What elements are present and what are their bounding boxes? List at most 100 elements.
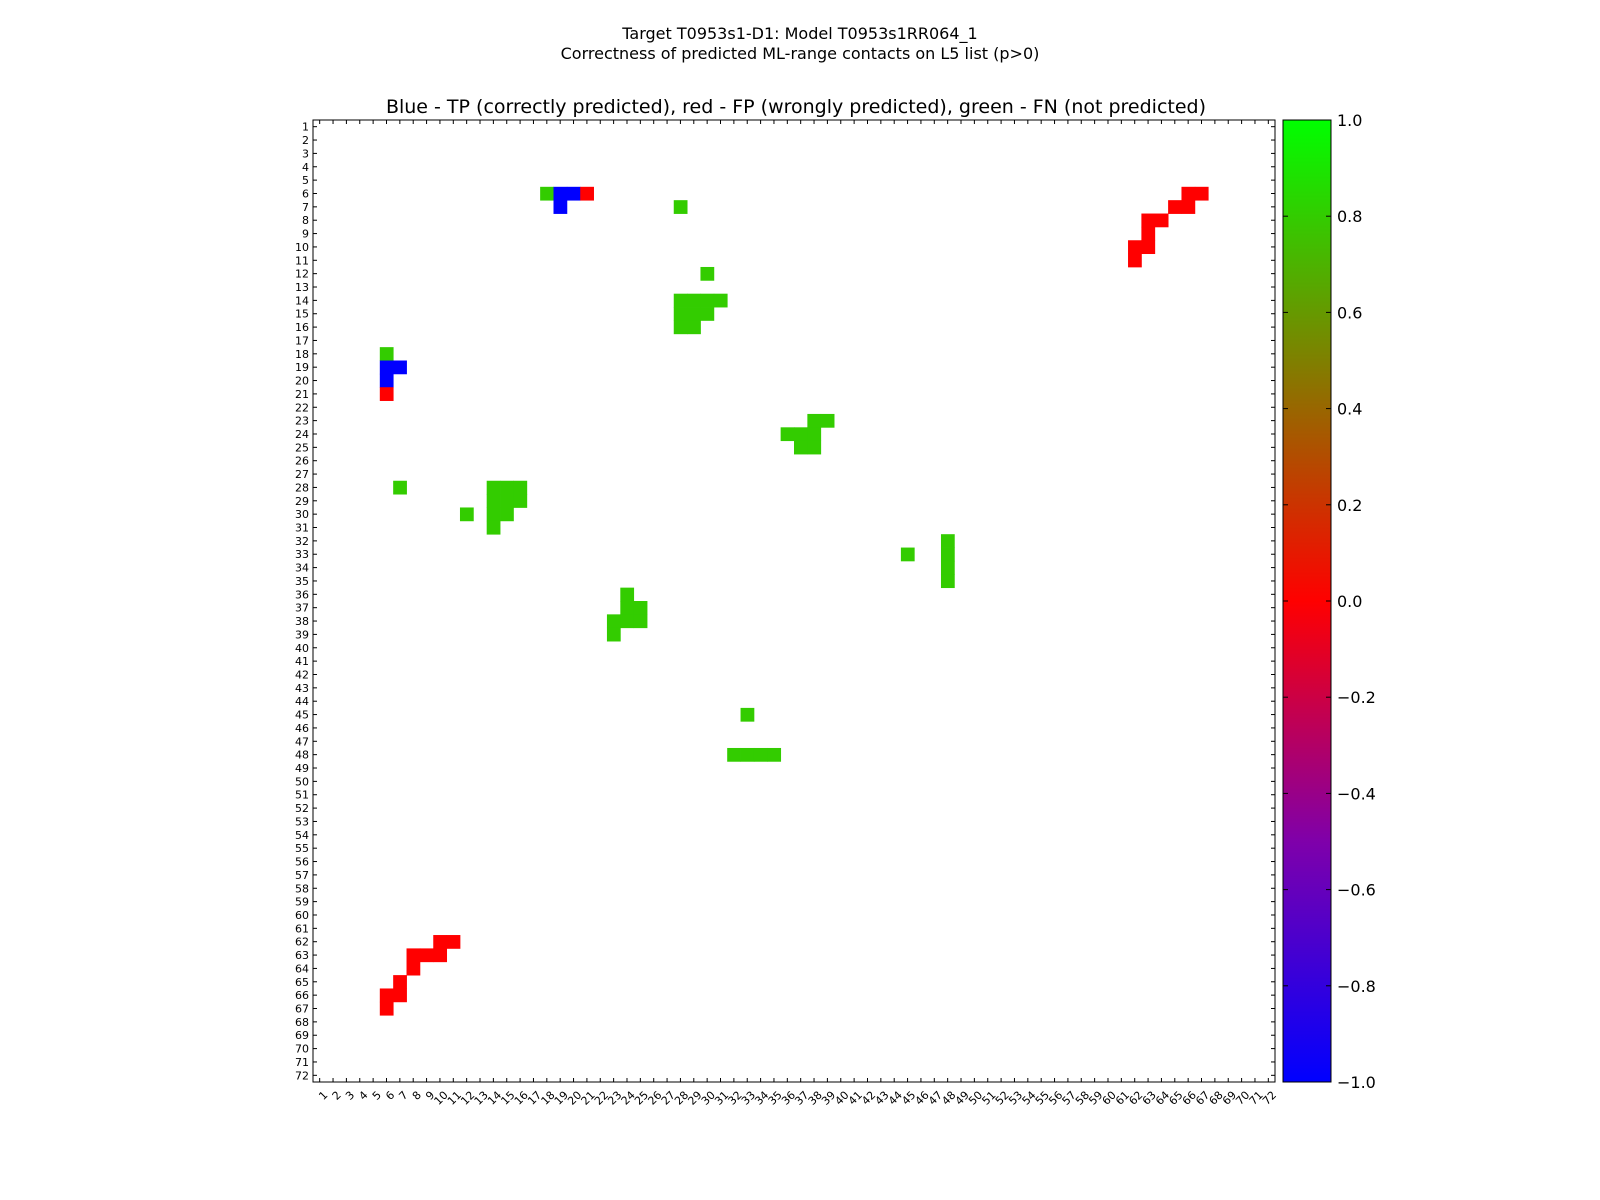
- y-tick-label: 2: [302, 134, 309, 147]
- heatmap-cells: [379, 186, 1209, 1016]
- heatmap-cell: [620, 601, 635, 615]
- chart-subtitle: Blue - TP (correctly predicted), red - F…: [386, 96, 1206, 118]
- y-tick-label: 45: [295, 709, 309, 722]
- y-tick-label: 33: [295, 548, 309, 561]
- y-tick-label: 59: [295, 896, 309, 909]
- heatmap-cell: [1181, 200, 1196, 214]
- heatmap-cell: [500, 494, 514, 508]
- y-tick-label: 56: [295, 856, 309, 869]
- y-tick-label: 65: [295, 976, 309, 989]
- y-tick-label: 14: [295, 294, 309, 307]
- colorbar-tick-label: 0.8: [1337, 207, 1362, 226]
- y-tick-label: 62: [295, 936, 309, 949]
- y-tick-label: 7: [302, 201, 309, 214]
- heatmap-cell: [486, 494, 501, 508]
- y-tick-label: 32: [295, 535, 309, 548]
- y-tick-label: 71: [295, 1056, 309, 1069]
- heatmap-cell: [700, 307, 715, 321]
- y-tick-label: 66: [295, 989, 309, 1002]
- y-tick-label: 37: [295, 602, 309, 615]
- y-tick-label: 30: [295, 508, 309, 521]
- heatmap-cell: [687, 307, 701, 321]
- colorbar-ticks: 1.0 0.8 0.6 0.4 0.2 0.0 −0.2 −0.4 −0.6 −0.8 −1.0: [1283, 111, 1376, 1092]
- y-tick-label: 51: [295, 789, 309, 802]
- y-tick-label: 27: [295, 468, 309, 481]
- heatmap-cell: [1128, 253, 1142, 268]
- y-tick-label: 55: [295, 842, 309, 855]
- heatmap-cell: [687, 320, 701, 335]
- heatmap-cell: [606, 614, 621, 629]
- y-tick-label: 53: [295, 815, 309, 828]
- y-tick-label: 46: [295, 722, 309, 735]
- heatmap-cell: [406, 948, 421, 963]
- y-tick-label: 41: [295, 655, 309, 668]
- heatmap-cell: [700, 293, 715, 308]
- heatmap-cell: [673, 293, 688, 308]
- y-tick-label: 68: [295, 1016, 309, 1029]
- y-tick-label: 43: [295, 682, 309, 695]
- y-tick-label: 50: [295, 775, 309, 788]
- y-tick-label: 60: [295, 909, 309, 922]
- colorbar-tick-label: −0.8: [1337, 977, 1376, 996]
- colorbar-tick-label: 1.0: [1337, 111, 1362, 130]
- chart-title-line-1: Target T0953s1-D1: Model T0953s1RR064_1: [622, 24, 978, 43]
- heatmap-cell: [794, 427, 808, 442]
- heatmap-cell: [1141, 240, 1156, 255]
- heatmap-cell: [1168, 200, 1182, 214]
- plot-area-frame: [312, 119, 1276, 1083]
- y-tick-label: 4: [302, 161, 309, 174]
- heatmap-cell: [500, 507, 514, 522]
- y-tick-label: 28: [295, 481, 309, 494]
- heatmap-cell: [1128, 240, 1142, 255]
- y-tick-label: 40: [295, 642, 309, 655]
- heatmap-cell: [446, 935, 461, 949]
- y-tick-label: 35: [295, 575, 309, 588]
- heatmap-cell: [673, 307, 688, 321]
- y-tick-label: 52: [295, 802, 309, 815]
- y-tick-label: 69: [295, 1029, 309, 1042]
- y-tick-label: 21: [295, 388, 309, 401]
- colorbar-tick-label: 0.6: [1337, 303, 1362, 322]
- y-tick-label: 54: [295, 829, 309, 842]
- y-tick-label: 16: [295, 321, 309, 334]
- heatmap-cell: [500, 480, 514, 495]
- heatmap-cell: [379, 347, 394, 361]
- heatmap-cell: [633, 614, 648, 629]
- heatmap-cell: [513, 480, 528, 495]
- heatmap-cell: [540, 186, 554, 201]
- heatmap-cell: [807, 440, 822, 455]
- heatmap-cell: [687, 293, 701, 308]
- y-tick-label: 6: [302, 187, 309, 200]
- heatmap-cell: [566, 186, 581, 201]
- y-tick-label: 72: [295, 1069, 309, 1082]
- x-tick-label: 1: [316, 1089, 330, 1103]
- heatmap-cell: [620, 614, 635, 629]
- y-tick-label: 31: [295, 522, 309, 535]
- heatmap-cell: [740, 707, 755, 722]
- heatmap-cell: [486, 520, 501, 535]
- y-tick-label: 19: [295, 361, 309, 374]
- x-tick-label: 6: [383, 1089, 397, 1103]
- heatmap-cell: [807, 413, 822, 428]
- y-tick-label: 10: [295, 241, 309, 254]
- colorbar-tick-label: −1.0: [1337, 1073, 1376, 1092]
- heatmap-cell: [900, 547, 915, 562]
- y-tick-label: 18: [295, 348, 309, 361]
- heatmap-cell: [780, 427, 795, 442]
- y-tick-label: 47: [295, 735, 309, 748]
- heatmap-cell: [379, 373, 394, 388]
- heatmap-cell: [379, 387, 394, 401]
- heatmap-cell: [406, 961, 421, 976]
- heatmap-cell: [393, 988, 407, 1003]
- colorbar-tick-label: −0.2: [1337, 688, 1376, 707]
- heatmap-cell: [419, 948, 434, 963]
- heatmap-cell: [553, 200, 568, 214]
- x-tick-label: 5: [370, 1089, 384, 1103]
- chart-title-line-2: Correctness of predicted ML-range contac…: [560, 44, 1040, 63]
- y-tick-label: 57: [295, 869, 309, 882]
- heatmap-cell: [393, 360, 407, 375]
- heatmap-cell: [379, 988, 394, 1003]
- y-tick-label: 1: [302, 121, 309, 134]
- heatmap-cell: [1194, 186, 1209, 201]
